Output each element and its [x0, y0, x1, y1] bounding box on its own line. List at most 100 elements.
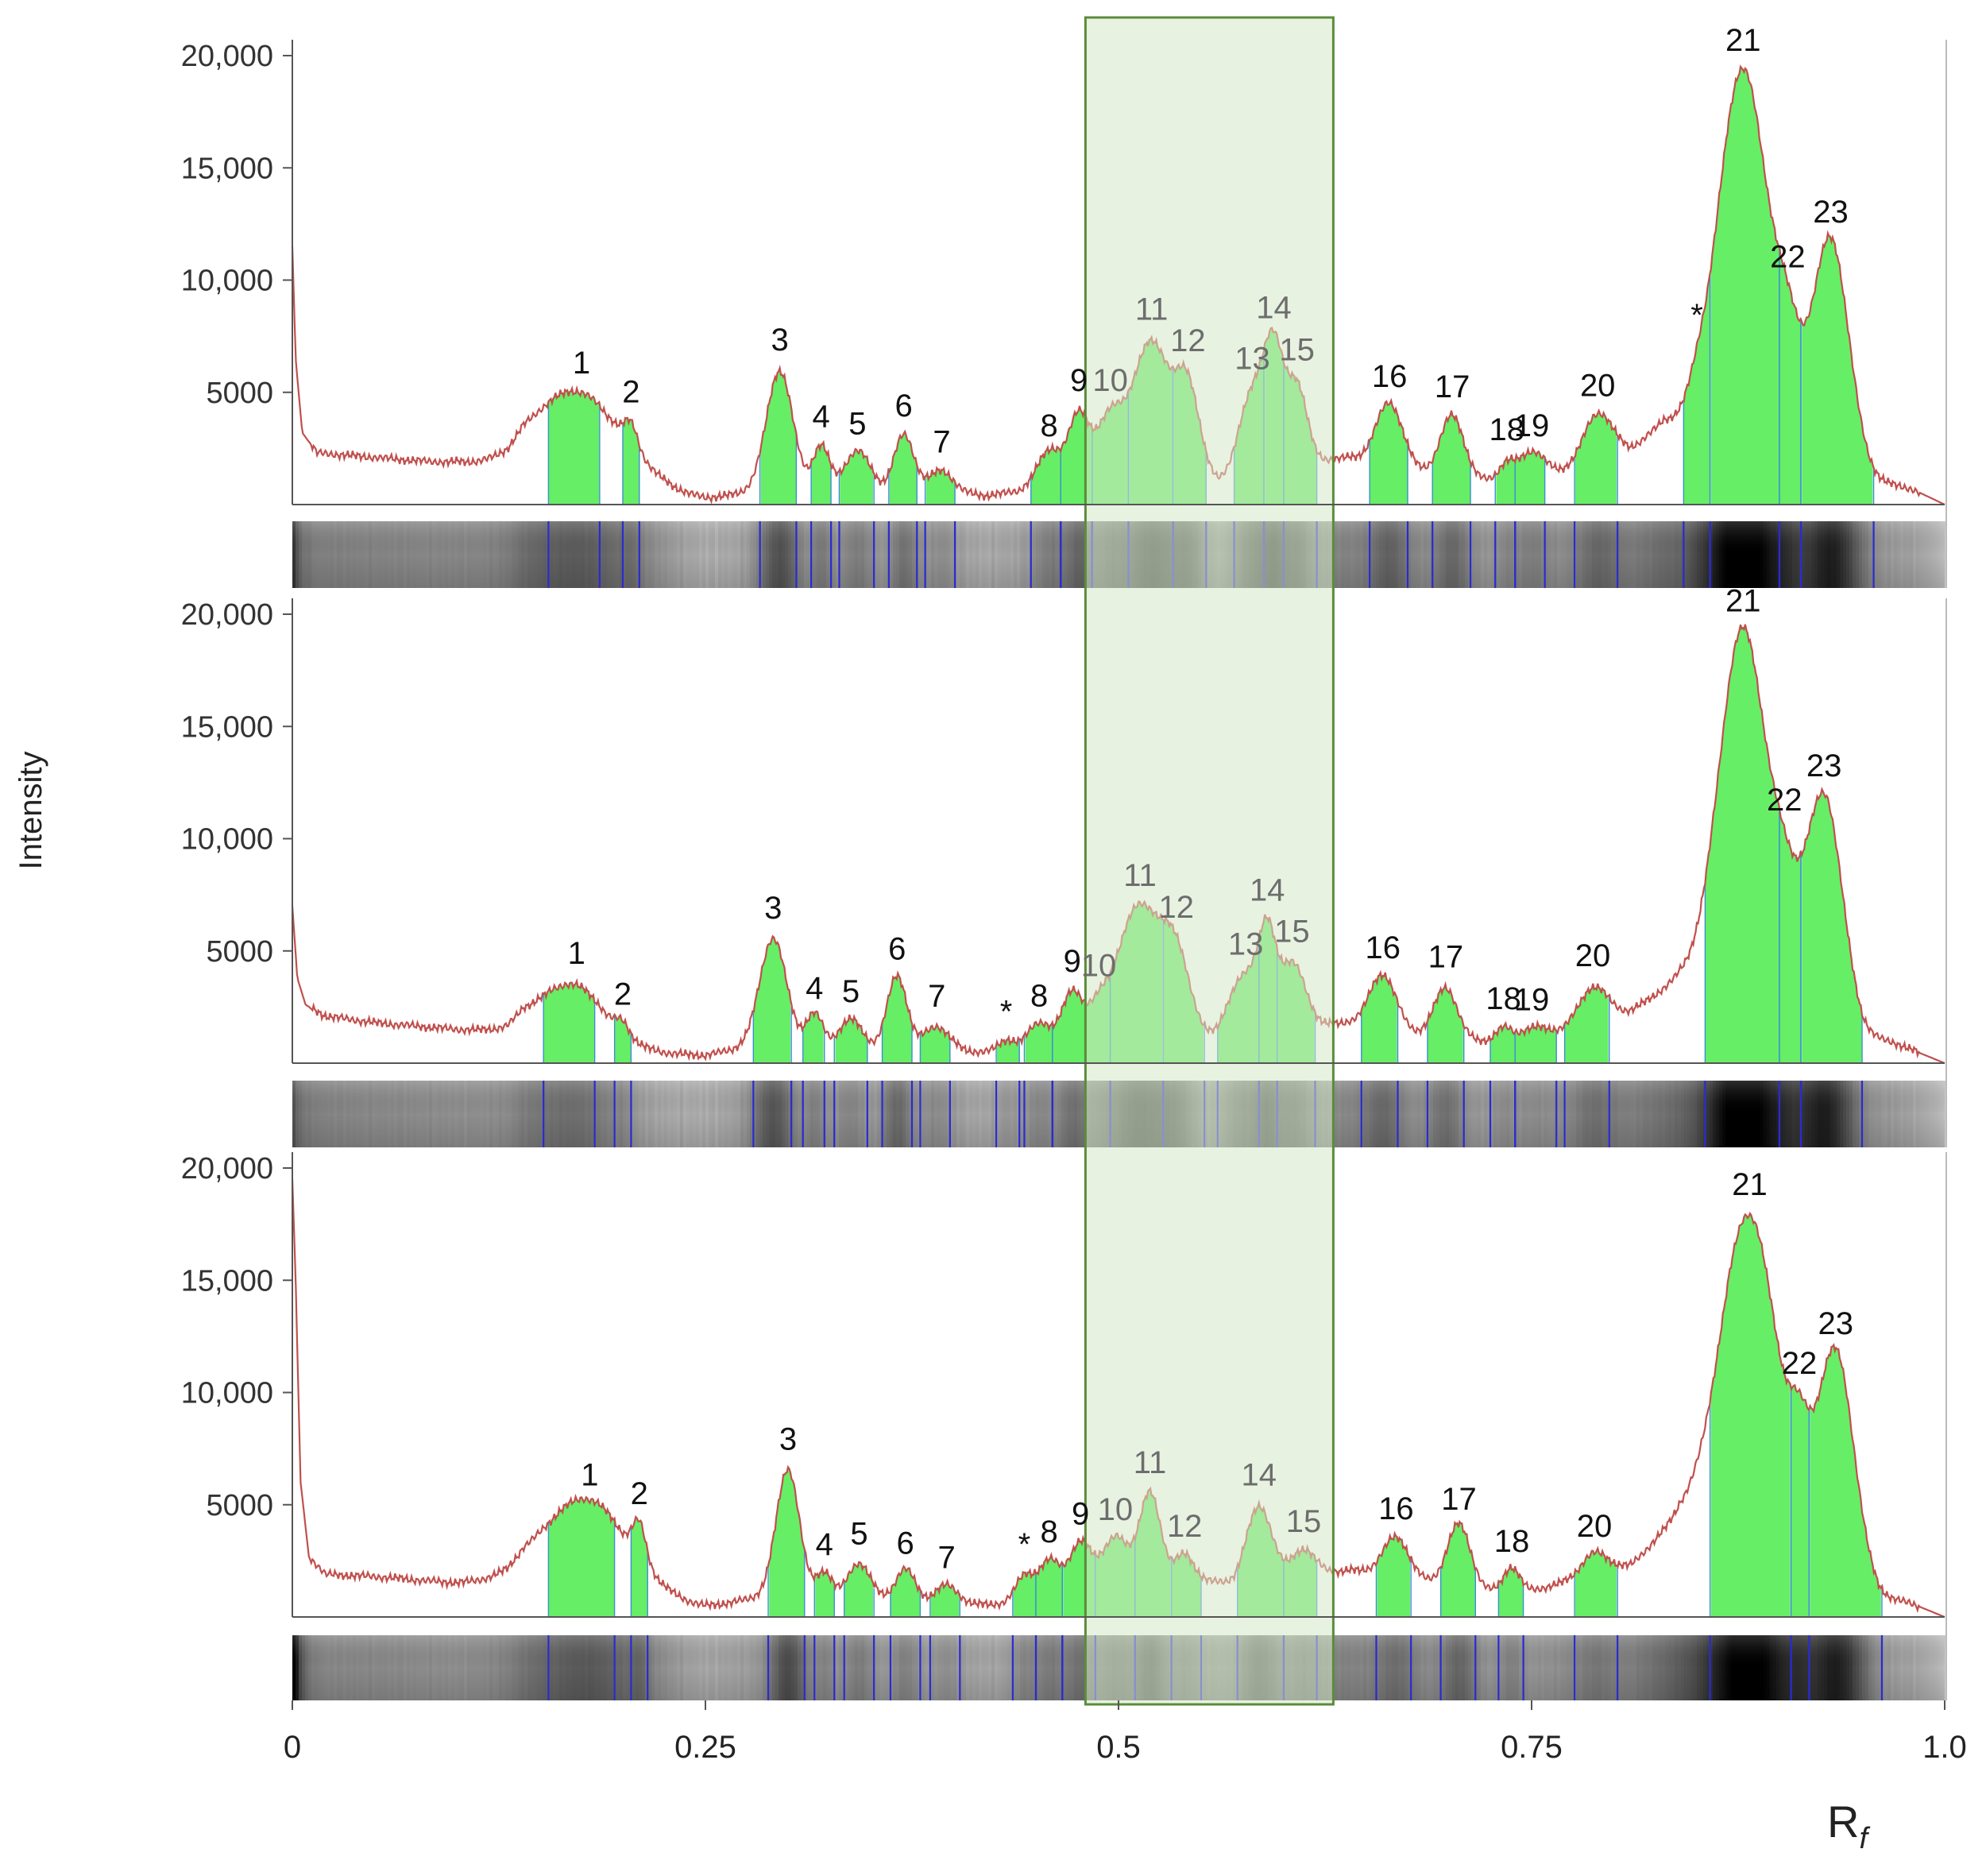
panel-1-peak-label-10: 11: [1135, 292, 1169, 327]
panel-3-y-tick-label-2: 15,000: [181, 1264, 273, 1298]
panel-1-peak-15-area: [1370, 400, 1408, 505]
panel-3-peak-label-20: 22: [1782, 1346, 1818, 1381]
panel-3-peak-label-13: 14: [1242, 1457, 1277, 1492]
panel-2-peak-label-12: 12: [1159, 890, 1195, 925]
panel-2-peak-label-8: 8: [1030, 978, 1048, 1013]
panel-2-peak-6-area: [920, 1024, 950, 1063]
highlight-region: [1084, 16, 1335, 1706]
panel-2-peak-0-area: [543, 981, 595, 1063]
panel-2-peak-7-area: [997, 1037, 1020, 1063]
panel-1-peak-label-11: 12: [1170, 323, 1206, 358]
panel-3-peak-label-10: 10: [1098, 1492, 1134, 1527]
panel-1-peak-label-1: 2: [622, 374, 639, 409]
panel-1-peak-label-9: 10: [1092, 363, 1128, 398]
panel-1-y-tick-label-3: 20,000: [181, 40, 273, 73]
panel-1-y-tick-label-0: 5000: [206, 377, 273, 410]
panel-1-peak-label-5: 6: [894, 389, 912, 424]
panel-1-peak-6-area: [925, 468, 955, 505]
panel-1-peak-21-area: [1710, 66, 1779, 505]
panel-2-peak-23-area: [1802, 789, 1862, 1063]
panel-3-peak-label-1: 2: [631, 1476, 648, 1511]
panel-3-peak-label-19: 21: [1732, 1167, 1768, 1202]
panel-3-peak-label-21: 23: [1818, 1306, 1853, 1341]
panel-1-peak-label-4: 5: [848, 406, 866, 441]
panel-1-peak-20-area: [1683, 274, 1710, 505]
panel-3-y-tick-label-1: 10,000: [181, 1377, 273, 1410]
panel-1-peak-label-12: 13: [1234, 342, 1270, 377]
panel-1-y-tick-label-2: 15,000: [181, 152, 273, 185]
panel-2-peak-label-5: 6: [888, 931, 906, 966]
panel-2-peak-18-area: [1490, 1023, 1516, 1063]
panel-1-peak-label-16: 17: [1435, 369, 1470, 404]
panel-3-peak-8-area: [1036, 1554, 1062, 1617]
panel-1-peak-label-14: 15: [1279, 332, 1315, 367]
panel-2-peak-label-14: 14: [1250, 872, 1285, 907]
panel-1-peak-17-area: [1496, 454, 1516, 505]
panel-2-peak-label-23: 23: [1806, 748, 1842, 783]
panel-2-peak-label-20: 20: [1575, 938, 1611, 973]
panel-2-y-tick-label-0: 5000: [206, 935, 273, 969]
panel-1-peak-23-area: [1802, 233, 1873, 505]
panel-1-peak-2-area: [760, 368, 797, 505]
panel-1-peak-label-15: 16: [1372, 359, 1408, 394]
panel-2-peak-5-area: [882, 973, 912, 1063]
panel-3-y-tick-label-0: 5000: [206, 1489, 273, 1522]
panel-2-peak-label-3: 4: [806, 971, 823, 1006]
panel-2-peak-label-0: 1: [568, 936, 585, 971]
panel-1-peak-label-18: 19: [1514, 408, 1550, 443]
panel-1-peak-8-area: [1061, 405, 1092, 505]
panel-1-peak-3-area: [811, 442, 831, 505]
panel-3-peak-4-area: [844, 1562, 873, 1617]
panel-1-peak-label-6: 7: [933, 425, 950, 460]
panel-2-peak-label-2: 3: [764, 891, 782, 926]
panel-3-peak-1-area: [631, 1517, 648, 1617]
panel-1-peak-label-13: 14: [1256, 291, 1292, 326]
panel-2-peak-label-11: 11: [1123, 858, 1157, 893]
panel-2-y-tick-label-3: 20,000: [181, 598, 273, 632]
panel-1-peak-label-3: 4: [812, 399, 829, 434]
panel-2-peak-label-15: 15: [1274, 914, 1310, 949]
panel-2-peak-label-9: 9: [1064, 944, 1081, 979]
panel-1-gel-lane: [292, 521, 1945, 588]
panel-2-peak-8-area: [1025, 1019, 1053, 1063]
panel-1-peak-label-2: 3: [771, 323, 788, 358]
panel-2-peak-label-16: 16: [1366, 930, 1401, 965]
panel-3-peak-label-17: 18: [1494, 1524, 1530, 1559]
panel-2-peak-label-18: 18: [1486, 981, 1521, 1016]
panel-2-peak-label-13: 13: [1228, 927, 1264, 962]
panel-1-peak-label-22: 22: [1770, 239, 1806, 274]
panel-3-peak-18-area: [1575, 1548, 1617, 1617]
panel-2-peak-label-7: *: [1000, 995, 1013, 1030]
panel-3-peak-17-area: [1498, 1564, 1524, 1617]
panel-1-peak-label-21: 21: [1725, 23, 1761, 58]
panel-3-peak-label-6: 7: [938, 1540, 956, 1575]
panel-2-peak-21-area: [1705, 624, 1779, 1063]
panel-3-peak-label-8: 8: [1041, 1514, 1058, 1549]
panel-3-peak-16-area: [1440, 1522, 1475, 1617]
panel-1-peak-label-19: 20: [1580, 368, 1616, 403]
x-axis-label: Rf: [1827, 1797, 1870, 1855]
panel-3-peak-label-4: 5: [850, 1517, 867, 1552]
panel-3-peak-15-area: [1377, 1533, 1410, 1617]
panel-1-peak-label-20: *: [1690, 298, 1703, 333]
panel-2-peak-label-21: 21: [1725, 584, 1761, 619]
x-tick-label-0: 0: [284, 1730, 301, 1765]
x-axis-label-subscript: f: [1859, 1822, 1870, 1855]
panel-3-y-tick-label-3: 20,000: [181, 1152, 273, 1186]
panel-3-peak-20-area: [1791, 1385, 1810, 1617]
panel-3-peak-label-7: *: [1018, 1527, 1031, 1562]
panel-1-peak-0-area: [548, 388, 600, 505]
panel-3-peak-label-15: 16: [1378, 1491, 1414, 1526]
panel-2-peak-label-6: 7: [928, 979, 945, 1014]
panel-3-peak-label-16: 17: [1441, 1482, 1477, 1517]
panel-3-peak-label-18: 20: [1577, 1509, 1613, 1544]
panel-3-peak-label-0: 1: [581, 1458, 598, 1493]
panel-2-peak-label-1: 2: [614, 977, 632, 1011]
panel-2-peak-label-22: 22: [1767, 783, 1802, 818]
panel-3-peak-21-area: [1810, 1344, 1881, 1617]
panel-1-peak-7-area: [1031, 444, 1061, 505]
panel-1-peak-label-17: 18: [1490, 412, 1525, 447]
panel-3-peak-19-area: [1710, 1213, 1791, 1617]
